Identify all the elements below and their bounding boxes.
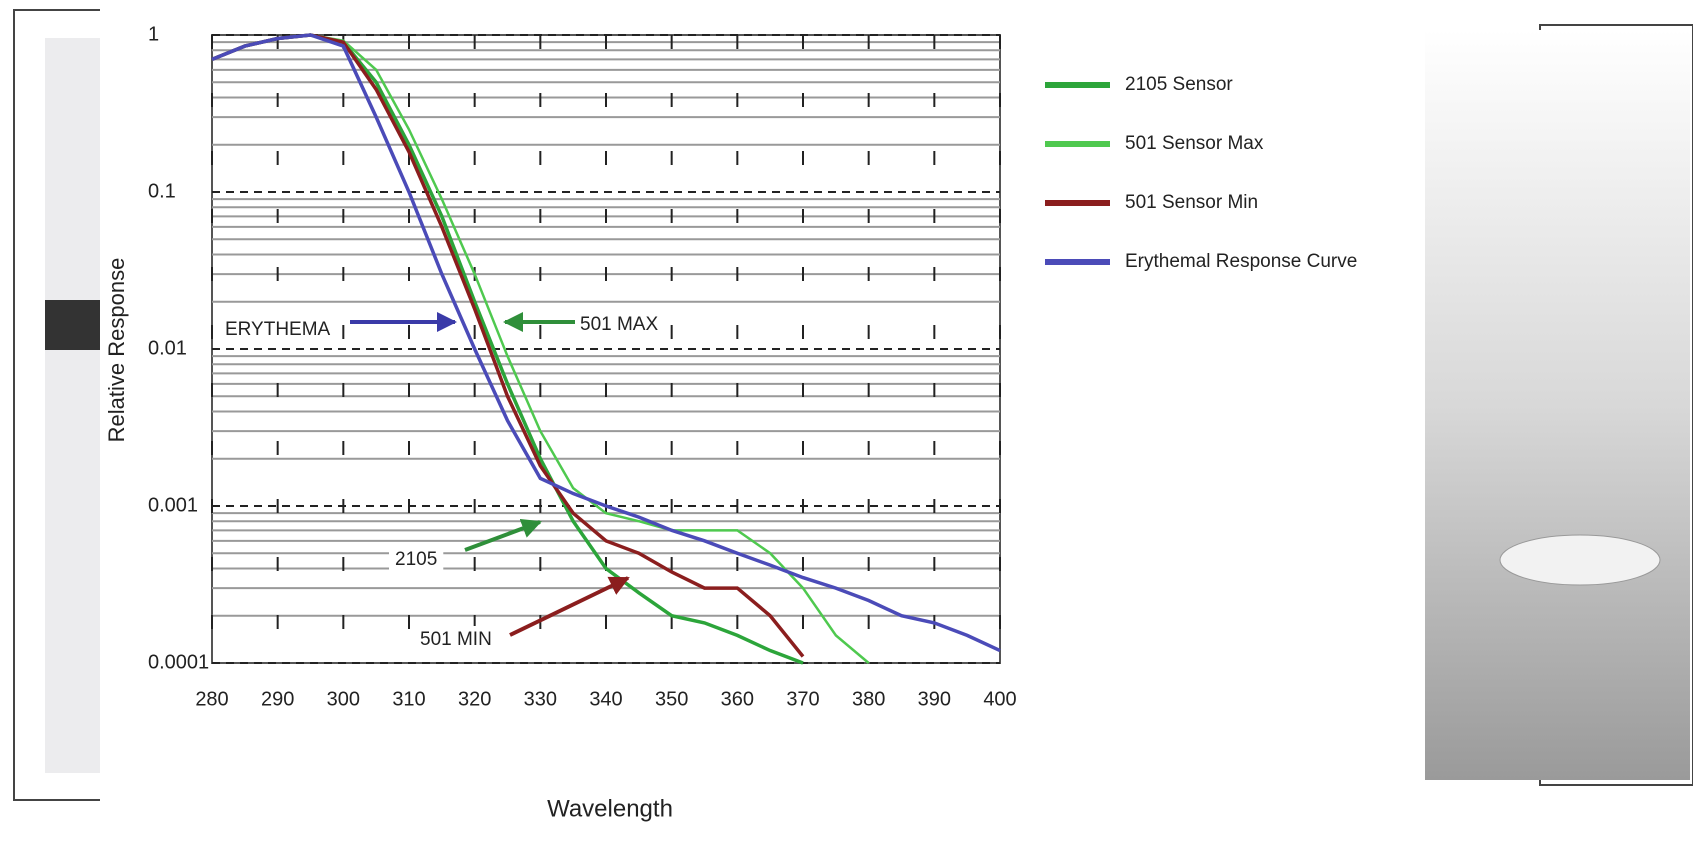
legend-label: 501 Sensor Max: [1125, 133, 1264, 154]
x-tick-label: 290: [261, 688, 294, 710]
annotation-box: [389, 546, 444, 574]
y-tick-label: 1: [148, 23, 159, 45]
photo-left-cable: [45, 300, 105, 350]
photo-left: [45, 38, 105, 773]
x-tick-label: 310: [392, 688, 425, 710]
y-tick-label: 0.1: [148, 180, 176, 202]
y-tick-label: 0.01: [148, 337, 187, 359]
x-tick-label: 280: [195, 688, 228, 710]
annotation-box: [219, 316, 337, 344]
annotation-box: [574, 311, 665, 339]
x-axis-label: Wavelength: [547, 795, 673, 822]
annotation: 2105: [395, 549, 437, 570]
x-tick-label: 350: [655, 688, 688, 710]
x-tick-label: 370: [786, 688, 819, 710]
y-axis-label: Relative Response: [104, 258, 129, 443]
annotation: 501 MAX: [580, 314, 658, 335]
annotation-arrow: [464, 518, 542, 552]
photo-right: [1420, 30, 1690, 780]
series-line: [211, 33, 1001, 653]
legend-label: 2105 Sensor: [1125, 74, 1233, 95]
x-tick-label: 330: [524, 688, 557, 710]
x-tick-label: 340: [589, 688, 622, 710]
legend-label: 501 Sensor Min: [1125, 192, 1258, 213]
x-tick-label: 360: [721, 688, 754, 710]
x-tick-label: 380: [852, 688, 885, 710]
legend-label: Erythemal Response Curve: [1125, 251, 1357, 272]
y-tick-label: 0.0001: [148, 651, 209, 673]
y-tick-label: 0.001: [148, 494, 198, 516]
annotation: 501 MIN: [420, 629, 492, 650]
x-tick-label: 400: [983, 688, 1016, 710]
x-tick-label: 320: [458, 688, 491, 710]
photo-right-disc: [1499, 534, 1661, 586]
x-tick-label: 300: [327, 688, 360, 710]
annotation: ERYTHEMA: [225, 319, 331, 340]
annotation-box: [414, 626, 498, 654]
annotation-arrow: [509, 576, 630, 637]
x-tick-label: 390: [918, 688, 951, 710]
